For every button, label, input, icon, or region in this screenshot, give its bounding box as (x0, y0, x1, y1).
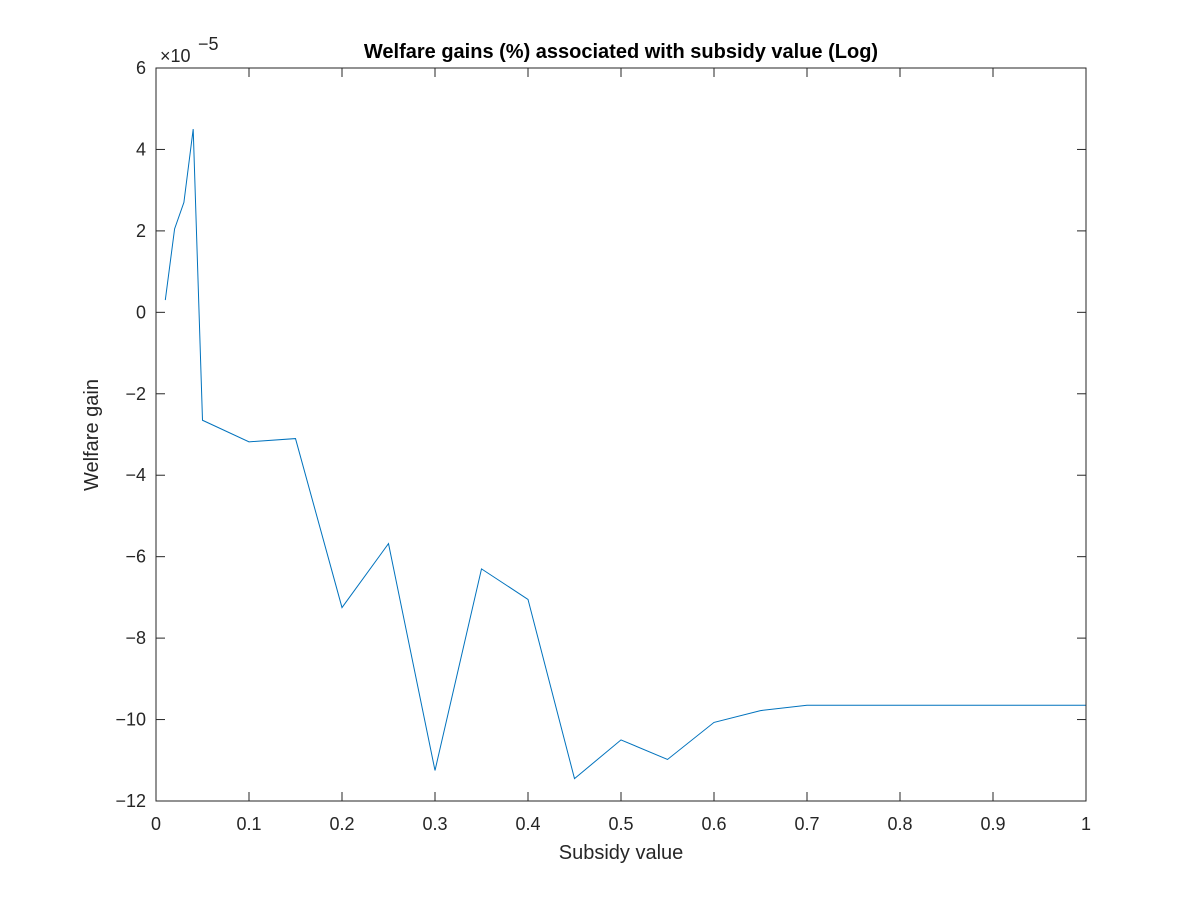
series-layer (164, 129, 1086, 780)
y-tick-label: 6 (136, 58, 146, 78)
x-tick-label: 0.4 (515, 814, 540, 834)
x-tick-label: 0.7 (794, 814, 819, 834)
y-exponent: ×10 −5 (160, 34, 219, 66)
x-tick-label: 0.3 (422, 814, 447, 834)
x-axis-label: Subsidy value (559, 842, 684, 864)
y-tick-label: −6 (125, 547, 146, 567)
y-tick-label: −2 (125, 384, 146, 404)
x-axis-ticks: 0 0.1 0.2 0.3 0.4 0.5 0.6 0.7 0.8 0.9 1 (151, 68, 1091, 834)
x-tick-label: 0.2 (329, 814, 354, 834)
y-tick-label: 0 (136, 302, 146, 322)
chart-title: Welfare gains (%) associated with subsid… (364, 41, 878, 63)
x-tick-label: 0.9 (980, 814, 1005, 834)
y-tick-label: 2 (136, 221, 146, 241)
x-tick-label: 0.1 (236, 814, 261, 834)
y-axis-label: Welfare gain (81, 379, 103, 491)
x-tick-label: 0.6 (701, 814, 726, 834)
y-exponent-power: −5 (198, 34, 219, 54)
y-exponent-base: ×10 (160, 46, 191, 66)
axes-box (155, 67, 1087, 802)
y-tick-label: −12 (115, 791, 146, 811)
y-tick-label: −8 (125, 628, 146, 648)
x-tick-label: 0.5 (608, 814, 633, 834)
y-tick-label: −10 (115, 710, 146, 730)
x-tick-label: 1 (1081, 814, 1091, 834)
x-tick-label: 0 (151, 814, 161, 834)
y-tick-label: 4 (136, 139, 146, 159)
series-line (164, 129, 1086, 780)
plot-area (156, 68, 1086, 801)
x-tick-label: 0.8 (887, 814, 912, 834)
y-tick-label: −4 (125, 465, 146, 485)
